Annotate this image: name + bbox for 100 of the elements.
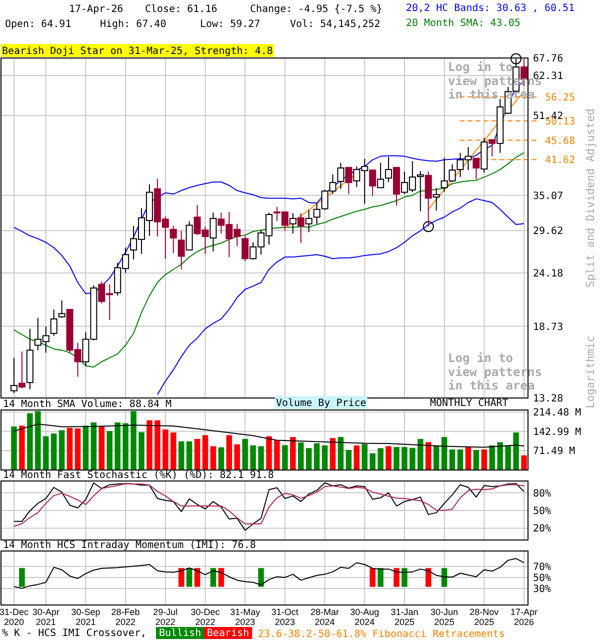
bar: [138, 432, 144, 470]
bar: [42, 436, 49, 470]
y-axis-title: Split and Dividend Adjusted: [584, 108, 597, 288]
bar: [218, 447, 224, 470]
chart-title: 14 Month HCS Intraday Momentum (IMI): 76.8: [3, 540, 256, 551]
x-tick-label: 28-Nov 2025: [470, 607, 500, 627]
bar: [505, 445, 511, 470]
bar: [114, 422, 120, 470]
candlestick: [170, 225, 177, 254]
text: 23.6-38.2-50-61.8% Fibonacci Retracements: [258, 629, 505, 640]
y-tick-label: 67.76: [533, 54, 564, 64]
text: MONTHLY CHART: [430, 398, 508, 409]
bar: [402, 447, 408, 470]
ref-line-label: 45.68: [545, 136, 576, 147]
ref-line-label: 41.62: [545, 155, 576, 166]
text: High: 67.40: [100, 19, 166, 30]
x-tick-label: 30-Sep 2021: [71, 607, 100, 627]
bar: [98, 426, 105, 470]
x-tick-label: 28-Feb 2022: [111, 607, 140, 627]
bar: [266, 436, 272, 470]
bar: [58, 430, 65, 470]
text: Logarithmic: [584, 336, 597, 408]
bar: [521, 455, 527, 470]
bar: [106, 431, 112, 470]
bar: [378, 448, 384, 470]
line-series: [13, 424, 525, 448]
text: 20,2 HC Bands: 30.63 , 60.51: [406, 3, 575, 14]
text: Close: 61.16: [145, 4, 218, 15]
candlestick: [50, 308, 58, 336]
bar: [234, 444, 240, 470]
candlestick: [432, 188, 440, 212]
y-tick-label: 71.49 M: [533, 446, 576, 458]
bar: [19, 426, 25, 470]
bar: [178, 441, 184, 470]
bar: [82, 426, 89, 470]
candlestick: [369, 170, 376, 196]
text: Change: -4.95 {-7.5 %}: [250, 4, 382, 15]
y-tick-label: 20%: [533, 524, 552, 535]
x-tick-label: 17-Apr 2026: [510, 607, 538, 627]
bar: [330, 438, 336, 470]
candlestick: [242, 235, 249, 262]
candlestick: [385, 156, 392, 182]
bar: [306, 448, 312, 470]
chart-title: 14 Month SMA Volume: 88.84 M: [3, 399, 172, 410]
candlestick: [377, 162, 384, 188]
bar: [457, 449, 464, 470]
line-series: [13, 152, 525, 368]
bar: [258, 446, 264, 470]
bar: [338, 437, 344, 470]
bar: [426, 442, 432, 470]
bar: [473, 450, 480, 470]
bar: [11, 426, 17, 470]
bar: [314, 443, 320, 470]
candlestick: [10, 357, 18, 394]
candlestick: [472, 158, 480, 180]
y-tick-label: 30%: [533, 584, 552, 595]
bar: [465, 447, 472, 470]
x-tick-label: 29-Jul 2022: [153, 607, 178, 627]
y-tick-label: 50%: [533, 572, 552, 584]
candlestick: [313, 202, 320, 224]
candlestick: [305, 210, 312, 233]
bar: [282, 445, 288, 470]
bar: [170, 432, 176, 470]
candlestick: [488, 139, 496, 157]
y-tick-label: 80%: [533, 488, 552, 500]
text: 17-Apr-26: [69, 4, 124, 15]
text: Vol: 54,145,252: [290, 19, 380, 30]
bar: [50, 434, 57, 470]
bar: [481, 449, 488, 470]
candlestick: [58, 300, 66, 318]
text: 20 Month SMA: 43.05: [406, 18, 520, 29]
text: Volume By Price: [276, 398, 366, 409]
bar: [298, 442, 304, 470]
candlestick: [424, 170, 432, 228]
bar: [154, 420, 160, 470]
y-tick-label: 50%: [533, 506, 552, 517]
bar: [74, 428, 81, 470]
x-tick-label: 30-Aug 2024: [350, 607, 380, 627]
bar: [394, 447, 400, 470]
bar: [433, 445, 440, 470]
bar: [186, 441, 192, 470]
ref-line-label: 56.25: [545, 92, 576, 104]
bar: [346, 450, 352, 470]
candlestick: [337, 162, 344, 190]
y-tick-label: 13.28: [533, 394, 564, 404]
candlestick: [345, 166, 352, 195]
text: Bearish Doji Star on 31-Mar-25, Strength: 4.8: [2, 46, 273, 57]
candlestick: [297, 212, 304, 244]
x-tick-label: 30-Apr 2021: [32, 607, 60, 627]
bar: [27, 413, 33, 470]
y-tick-label: 29.62: [533, 226, 564, 238]
line-series: [13, 558, 525, 589]
text: Bullish: [159, 628, 202, 639]
candlestick: [18, 350, 26, 389]
x-tick-label: 30-Jun 2025: [430, 607, 458, 627]
bar: [410, 448, 416, 470]
bar: [274, 440, 280, 470]
bar: [210, 446, 216, 470]
bar: [194, 438, 200, 470]
bar: [162, 429, 168, 470]
